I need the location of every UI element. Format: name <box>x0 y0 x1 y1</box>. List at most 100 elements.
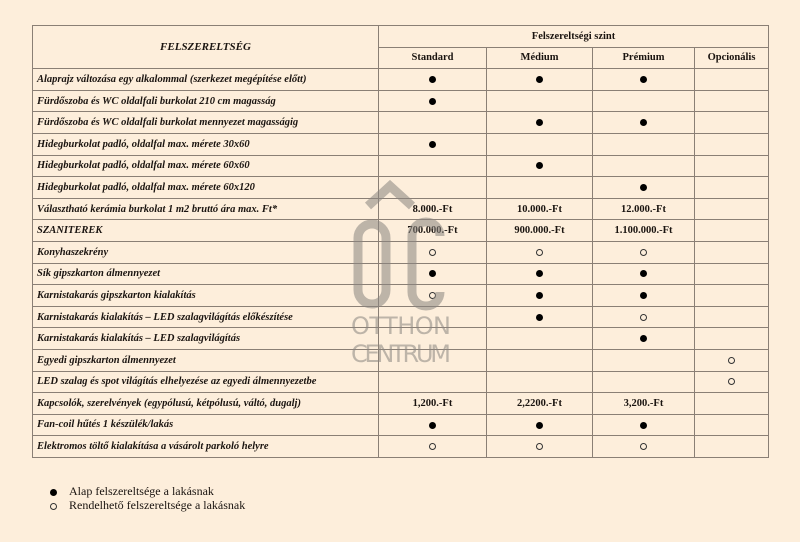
cell-optional <box>693 435 770 458</box>
row-label: Kapcsolók, szerelvények (egypólusú, kétp… <box>32 392 379 415</box>
table-row: Fan-coil hűtés 1 készülék/lakás <box>32 413 770 437</box>
cell-premium <box>592 176 695 199</box>
filled-dot-icon <box>536 313 543 321</box>
cell-standard <box>378 348 487 372</box>
cell-medium <box>486 89 593 113</box>
table-row: Választható kerámia burkolat 1 m2 bruttó… <box>32 197 770 221</box>
cell-standard <box>378 435 487 458</box>
cell-standard <box>378 89 487 113</box>
equipment-table: FELSZERELTSÉG Felszereltségi szint Stand… <box>32 24 770 458</box>
cell-optional <box>693 176 770 199</box>
cell-premium: 3,200.-Ft <box>592 392 695 415</box>
row-label: Fürdőszoba és WC oldalfali burkolat 210 … <box>32 89 379 113</box>
cell-premium <box>592 348 695 372</box>
cell-standard <box>378 305 487 329</box>
cell-medium <box>486 370 593 394</box>
legend: Alap felszereltsége a lakásnak Rendelhet… <box>50 484 245 512</box>
cell-medium <box>486 305 593 329</box>
open-dot-icon <box>640 248 647 256</box>
cell-premium <box>592 154 695 178</box>
cell-premium: 12.000.-Ft <box>592 197 695 221</box>
legend-open: Rendelhető felszereltsége a lakásnak <box>50 498 245 512</box>
cell-standard <box>378 284 487 307</box>
header-premium: Prémium <box>592 46 695 70</box>
cell-optional <box>693 68 770 91</box>
row-label: SZANITEREK <box>32 219 379 242</box>
table-row: Karnistakarás kialakítás – LED szalagvil… <box>32 305 770 329</box>
cell-medium <box>486 132 593 156</box>
cell-premium <box>592 89 695 113</box>
filled-dot-icon <box>429 270 436 278</box>
cell-medium <box>486 348 593 372</box>
filled-dot-icon <box>429 421 436 429</box>
legend-filled: Alap felszereltsége a lakásnak <box>50 484 245 498</box>
cell-optional <box>693 111 770 134</box>
cell-medium <box>486 413 593 437</box>
row-label: Hidegburkolat padló, oldalfal max. méret… <box>32 154 379 178</box>
filled-dot-icon <box>640 292 647 300</box>
row-label: LED szalag és spot világítás elhelyezése… <box>32 370 379 394</box>
table-row: Karnistakarás kialakítás – LED szalagvil… <box>32 327 770 350</box>
cell-medium <box>486 435 593 458</box>
cell-medium <box>486 284 593 307</box>
cell-medium <box>486 240 593 264</box>
cell-medium: 900.000.-Ft <box>486 219 593 242</box>
cell-medium <box>486 111 593 134</box>
filled-dot-icon <box>536 270 543 278</box>
cell-optional <box>693 348 770 372</box>
open-dot-icon <box>429 248 436 256</box>
cell-standard <box>378 154 487 178</box>
filled-dot-icon <box>640 335 647 343</box>
header-medium: Médium <box>486 46 593 70</box>
filled-dot-icon <box>50 488 57 496</box>
row-label: Konyhaszekrény <box>32 240 379 264</box>
cell-medium: 2,2200.-Ft <box>486 392 593 415</box>
cell-standard <box>378 68 487 91</box>
table-row: Elektromos töltő kialakítása a vásárolt … <box>32 435 770 458</box>
table-row: Hidegburkolat padló, oldalfal max. méret… <box>32 176 770 199</box>
cell-standard: 700.000.-Ft <box>378 219 487 242</box>
filled-dot-icon <box>536 421 543 429</box>
cell-optional <box>693 327 770 350</box>
row-label: Választható kerámia burkolat 1 m2 bruttó… <box>32 197 379 221</box>
cell-medium <box>486 176 593 199</box>
filled-dot-icon <box>429 97 436 105</box>
table-row: Kapcsolók, szerelvények (egypólusú, kétp… <box>32 392 770 415</box>
table-row: Hidegburkolat padló, oldalfal max. méret… <box>32 132 770 156</box>
header-standard: Standard <box>378 46 487 70</box>
cell-optional <box>693 219 770 242</box>
cell-medium: 10.000.-Ft <box>486 197 593 221</box>
table-row: Alaprajz változása egy alkalommal (szerk… <box>32 68 770 91</box>
cell-premium <box>592 305 695 329</box>
cell-medium <box>486 327 593 350</box>
table-row: Karnistakarás gipszkarton kialakítás <box>32 284 770 307</box>
filled-dot-icon <box>429 76 436 84</box>
cell-standard <box>378 240 487 264</box>
cell-optional <box>693 392 770 415</box>
cell-premium <box>592 370 695 394</box>
open-dot-icon <box>640 313 647 321</box>
open-dot-icon <box>50 502 57 510</box>
open-dot-icon <box>728 356 736 364</box>
row-label: Hidegburkolat padló, oldalfal max. méret… <box>32 176 379 199</box>
row-label: Elektromos töltő kialakítása a vásárolt … <box>32 435 379 458</box>
row-label: Karnistakarás kialakítás – LED szalagvil… <box>32 327 379 350</box>
cell-premium <box>592 413 695 437</box>
cell-optional <box>693 89 770 113</box>
header-optional: Opcionális <box>693 46 770 70</box>
table-row: Fürdőszoba és WC oldalfali burkolat menn… <box>32 111 770 134</box>
cell-standard <box>378 262 487 286</box>
cell-premium <box>592 111 695 134</box>
row-label: Hidegburkolat padló, oldalfal max. méret… <box>32 132 379 156</box>
cell-premium: 1.100.000.-Ft <box>592 219 695 242</box>
row-label: Sík gipszkarton álmennyezet <box>32 262 379 286</box>
filled-dot-icon <box>536 292 543 300</box>
cell-premium <box>592 327 695 350</box>
header-felszereltseg: FELSZERELTSÉG <box>32 24 379 70</box>
filled-dot-icon <box>640 119 647 127</box>
table-row: Fürdőszoba és WC oldalfali burkolat 210 … <box>32 89 770 113</box>
row-label: Fan-coil hűtés 1 készülék/lakás <box>32 413 379 437</box>
table-row: Hidegburkolat padló, oldalfal max. méret… <box>32 154 770 178</box>
cell-standard <box>378 370 487 394</box>
filled-dot-icon <box>640 76 647 84</box>
